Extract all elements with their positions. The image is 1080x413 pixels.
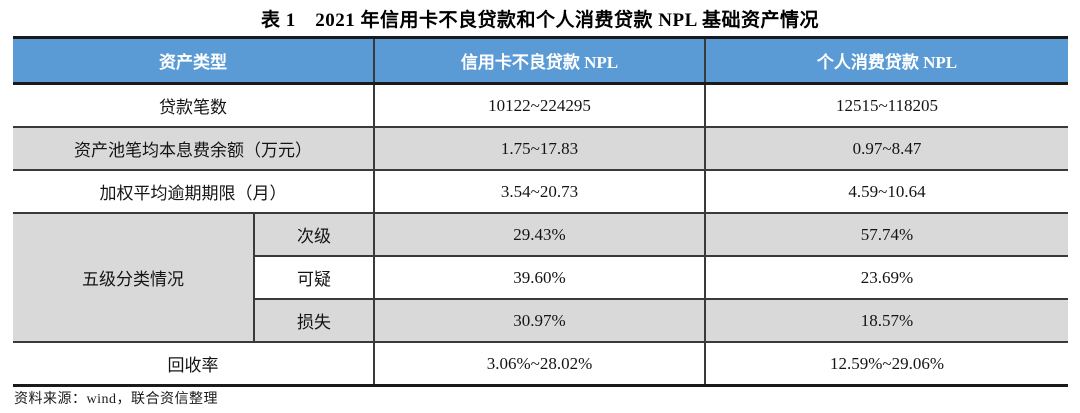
header-asset-type: 资产类型: [13, 36, 375, 85]
header-row: 资产类型 信用卡不良贷款 NPL 个人消费贷款 NPL: [13, 36, 1068, 85]
cell-credit-card: 39.60%: [373, 255, 706, 300]
classification-group-label: 五级分类情况: [13, 212, 255, 343]
table-row-recovery-rate: 回收率 3.06%~28.02% 12.59%~29.06%: [13, 341, 1068, 387]
table-title: 表 1 2021 年信用卡不良贷款和个人消费贷款 NPL 基础资产情况: [261, 10, 819, 31]
header-credit-card-npl: 信用卡不良贷款 NPL: [373, 36, 706, 85]
row-label: 加权平均逾期期限（月）: [13, 169, 375, 214]
header-consumer-npl: 个人消费贷款 NPL: [704, 36, 1068, 85]
cell-consumer: 23.69%: [704, 255, 1068, 300]
cell-consumer: 4.59~10.64: [704, 169, 1068, 214]
sub-label: 次级: [253, 212, 375, 257]
row-label: 回收率: [13, 341, 375, 387]
table-row-loan-count: 贷款笔数 10122~224295 12515~118205: [13, 82, 1068, 128]
npl-asset-table: 资产类型 信用卡不良贷款 NPL 个人消费贷款 NPL 贷款笔数 10122~2…: [13, 36, 1068, 387]
cell-credit-card: 3.54~20.73: [373, 169, 706, 214]
cell-consumer: 12.59%~29.06%: [704, 341, 1068, 387]
cell-credit-card: 1.75~17.83: [373, 126, 706, 171]
table-row-avg-balance: 资产池笔均本息费余额（万元） 1.75~17.83 0.97~8.47: [13, 126, 1068, 171]
cell-credit-card: 29.43%: [373, 212, 706, 257]
cell-consumer: 57.74%: [704, 212, 1068, 257]
cell-credit-card: 3.06%~28.02%: [373, 341, 706, 387]
cell-consumer: 12515~118205: [704, 82, 1068, 128]
table-row-classification-loss: 损失 30.97% 18.57%: [13, 298, 1068, 343]
row-label: 贷款笔数: [13, 82, 375, 128]
sub-label: 可疑: [254, 255, 375, 300]
cell-consumer: 18.57%: [704, 298, 1068, 343]
sub-label: 损失: [254, 298, 375, 343]
table-row-classification-doubtful: 可疑 39.60% 23.69%: [13, 255, 1068, 300]
cell-credit-card: 30.97%: [373, 298, 706, 343]
table-row-classification-subprime: 五级分类情况 次级 29.43% 57.74%: [13, 212, 1068, 343]
row-label: 资产池笔均本息费余额（万元）: [13, 126, 375, 171]
cell-credit-card: 10122~224295: [373, 82, 706, 128]
table-row-overdue-term: 加权平均逾期期限（月） 3.54~20.73 4.59~10.64: [13, 169, 1068, 214]
data-source-note: 资料来源：wind，联合资信整理: [14, 392, 218, 407]
cell-consumer: 0.97~8.47: [704, 126, 1068, 171]
